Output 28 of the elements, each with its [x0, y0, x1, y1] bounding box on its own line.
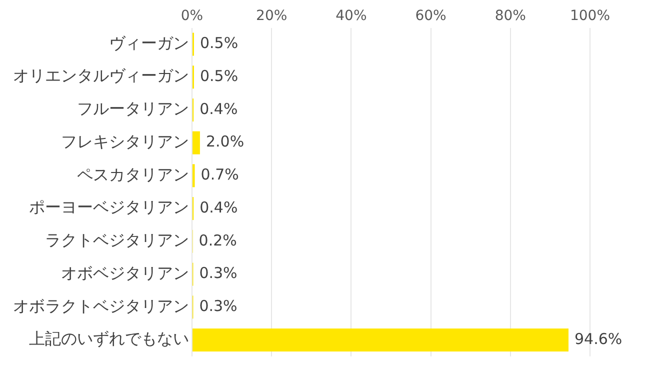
- x-tick-label: 20%: [256, 8, 288, 24]
- y-tick-label: ヴィーガン: [109, 33, 189, 52]
- data-label: 0.4%: [200, 100, 238, 118]
- x-tick-label: 60%: [415, 8, 446, 24]
- data-label: 0.5%: [200, 34, 238, 52]
- data-label: 0.4%: [200, 198, 238, 216]
- data-label: 0.3%: [199, 264, 238, 282]
- x-tick-label: 40%: [336, 8, 367, 24]
- data-label: 0.7%: [200, 166, 239, 184]
- bar: [192, 131, 200, 154]
- data-label: 0.5%: [200, 66, 238, 85]
- data-label: 94.6%: [574, 330, 622, 348]
- data-label: 0.3%: [199, 297, 238, 315]
- x-tick-label: 80%: [494, 8, 526, 24]
- y-tick-label: オボベジタリアン: [61, 263, 189, 282]
- x-tick-label: 100%: [570, 8, 610, 24]
- y-tick-label: オリエンタルヴィーガン: [13, 66, 189, 86]
- y-tick-label: オボラクトベジタリアン: [13, 296, 189, 316]
- y-tick-label: ポーヨーベジタリアン: [29, 198, 189, 217]
- x-tick-label: 0%: [180, 8, 204, 24]
- y-tick-label: ラクトベジタリアン: [45, 230, 189, 250]
- bar: [192, 328, 569, 352]
- data-label: 2.0%: [206, 132, 244, 151]
- y-tick-label: 上記のいずれでもない: [29, 329, 189, 348]
- y-tick-label: フレキシタリアン: [61, 132, 189, 151]
- data-label: 0.2%: [198, 231, 237, 250]
- y-tick-label: フルータリアン: [77, 99, 189, 118]
- y-tick-label: ペスカタリアン: [77, 164, 189, 184]
